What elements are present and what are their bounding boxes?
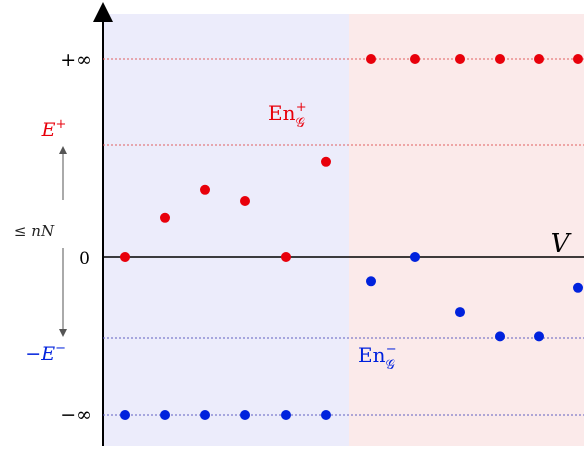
en-minus-sub: 𝒢 bbox=[385, 358, 394, 373]
en-minus-sup: − bbox=[386, 342, 397, 357]
plus-infinity-label: +∞ bbox=[60, 49, 92, 71]
blue-point-6 bbox=[321, 410, 331, 420]
minus-e-minus-sup: − bbox=[55, 341, 66, 356]
blue-point-8 bbox=[410, 252, 420, 262]
red-point-1 bbox=[120, 252, 130, 262]
red-point-9 bbox=[455, 54, 465, 64]
blue-point-4 bbox=[240, 410, 250, 420]
bound-label: ≤ nN bbox=[14, 222, 55, 240]
blue-point-9 bbox=[455, 307, 465, 318]
en-plus-label: En𝒢+ bbox=[268, 100, 307, 131]
red-point-8 bbox=[410, 54, 420, 64]
data-points bbox=[120, 54, 583, 420]
red-point-11 bbox=[534, 54, 544, 64]
e-plus-label: E+ bbox=[41, 117, 67, 141]
red-point-10 bbox=[495, 54, 505, 64]
blue-point-1 bbox=[120, 410, 130, 420]
en-plus-sup: + bbox=[296, 100, 307, 115]
blue-point-2 bbox=[160, 410, 170, 420]
minus-infinity-label: −∞ bbox=[60, 404, 92, 426]
e-plus-sup: + bbox=[55, 117, 66, 132]
red-point-2 bbox=[160, 212, 170, 223]
zero-label: 0 bbox=[79, 249, 90, 269]
blue-point-10 bbox=[495, 331, 505, 342]
red-point-12 bbox=[573, 54, 583, 64]
right-region bbox=[349, 14, 584, 446]
bound-le: ≤ bbox=[14, 222, 27, 240]
red-point-7 bbox=[366, 54, 376, 64]
red-point-6 bbox=[321, 156, 331, 167]
red-point-5 bbox=[281, 252, 291, 262]
e-plus-base: E bbox=[41, 119, 56, 141]
en-plus-sub: 𝒢 bbox=[295, 116, 304, 131]
en-minus-base: En bbox=[358, 343, 386, 367]
en-plus-base: En bbox=[268, 101, 296, 125]
blue-point-11 bbox=[534, 331, 544, 342]
bound-nN: nN bbox=[31, 222, 55, 240]
minus-e-minus-label: −E− bbox=[25, 341, 66, 365]
v-label: V bbox=[551, 229, 572, 259]
blue-point-5 bbox=[281, 410, 291, 420]
minus-e-minus-base: −E bbox=[25, 343, 55, 365]
en-minus-label: En𝒢− bbox=[358, 342, 397, 373]
blue-point-3 bbox=[200, 410, 210, 420]
blue-point-7 bbox=[366, 276, 376, 287]
red-point-3 bbox=[200, 184, 210, 195]
blue-point-12 bbox=[573, 282, 583, 293]
left-region bbox=[103, 14, 349, 446]
red-point-4 bbox=[240, 196, 250, 206]
